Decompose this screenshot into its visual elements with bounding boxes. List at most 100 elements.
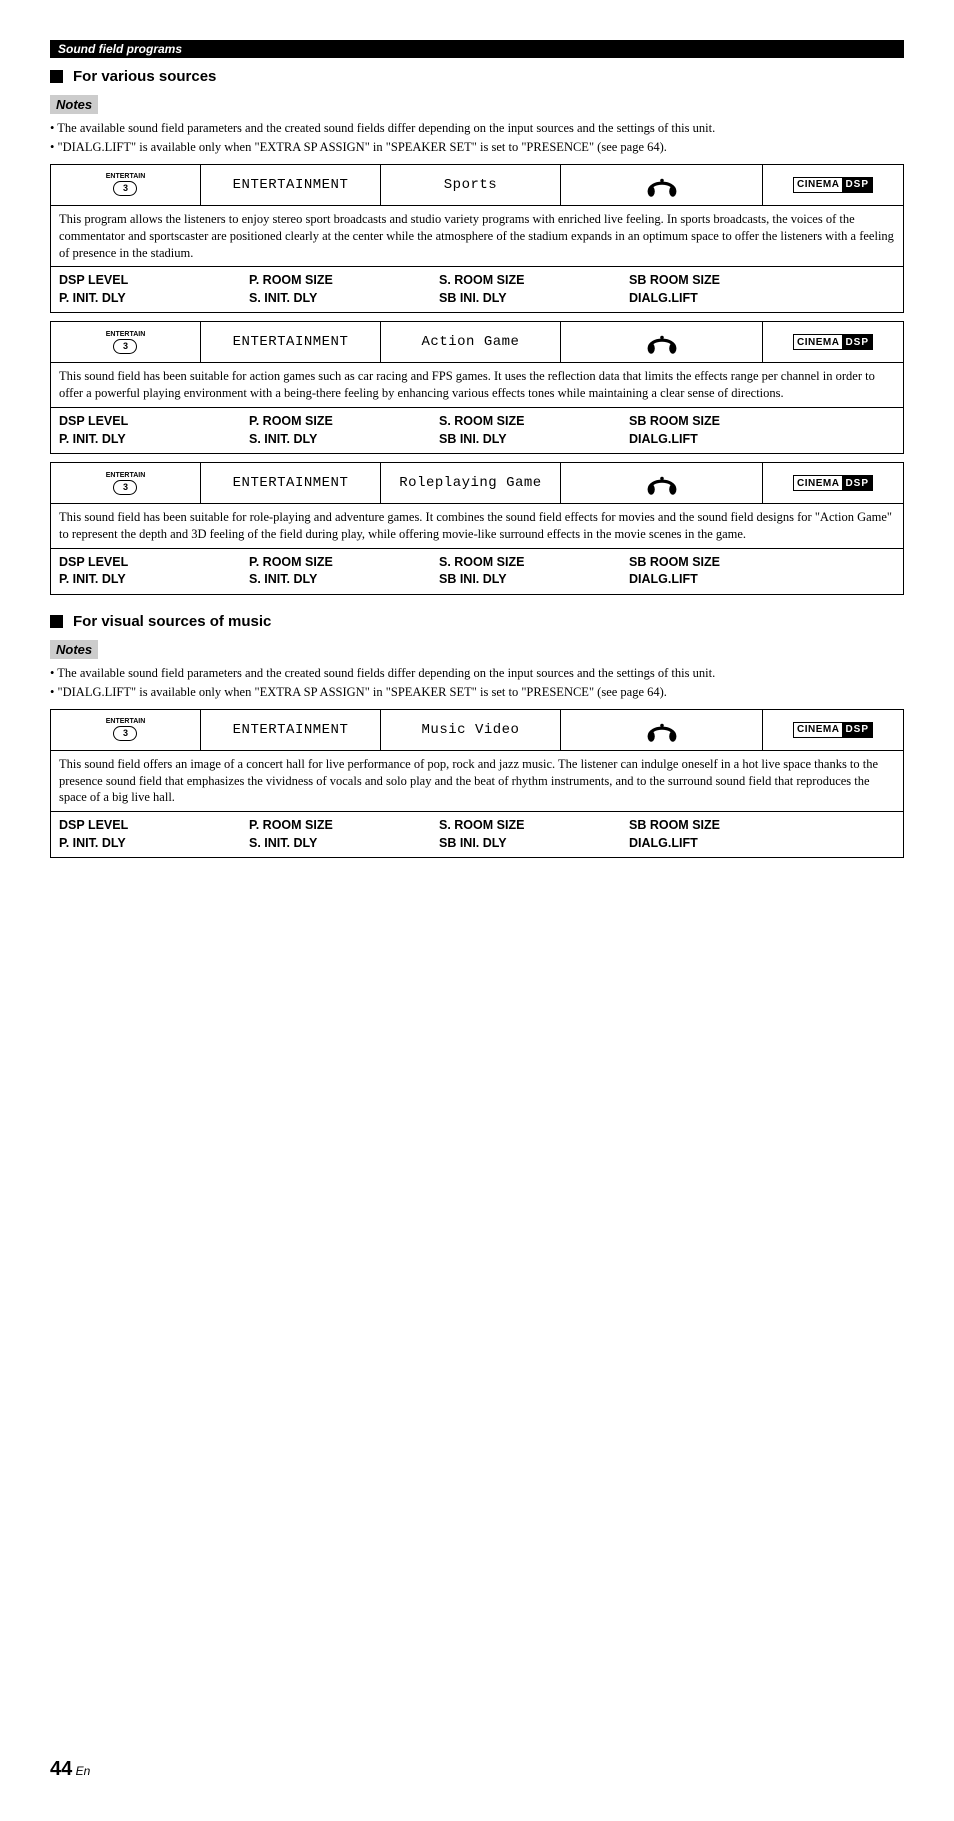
param-label: SB INI. DLY xyxy=(439,571,629,589)
page-suffix: En xyxy=(72,1764,90,1778)
page-number: 44 xyxy=(50,1758,72,1780)
headphone-cell xyxy=(561,322,763,362)
note-text: • The available sound field parameters a… xyxy=(50,665,904,682)
section-title-text: For various sources xyxy=(73,68,216,85)
entertain-number: 3 xyxy=(113,726,137,741)
entertain-number: 3 xyxy=(113,181,137,196)
bullet-square-icon xyxy=(50,615,63,628)
entertain-label: ENTERTAIN xyxy=(106,173,146,180)
entertain-label: ENTERTAIN xyxy=(106,472,146,479)
param-label: S. INIT. DLY xyxy=(249,431,439,449)
cinema-right: DSP xyxy=(842,476,872,490)
cinema-dsp-badge: CINEMADSP xyxy=(793,334,873,350)
block-header: ENTERTAIN3 ENTERTAINMENTRoleplaying Game C… xyxy=(51,463,903,504)
program-name-cell: Action Game xyxy=(381,322,561,362)
param-label: SB ROOM SIZE xyxy=(629,272,819,290)
block-description: This sound field has been suitable for a… xyxy=(51,363,903,408)
param-label: P. ROOM SIZE xyxy=(249,272,439,290)
headphone-icon xyxy=(644,716,680,744)
param-label: P. ROOM SIZE xyxy=(249,413,439,431)
param-label: SB INI. DLY xyxy=(439,431,629,449)
block-description: This sound field offers an image of a co… xyxy=(51,751,903,813)
param-label: DSP LEVEL xyxy=(59,413,249,431)
block-header: ENTERTAIN3ENTERTAINMENTAction GameCINEMA… xyxy=(51,322,903,363)
program-block: ENTERTAIN3ENTERTAINMENTAction GameCINEMA… xyxy=(50,321,904,454)
page-footer: 44 En xyxy=(50,1758,904,1781)
notes-label: Notes xyxy=(50,95,98,114)
cinema-dsp-badge: CINEMADSP xyxy=(793,722,873,738)
block-header: ENTERTAIN3ENTERTAINMENTSportsCINEMADSP xyxy=(51,165,903,206)
program-block: ENTERTAIN3 ENTERTAINMENTRoleplaying Game C… xyxy=(50,462,904,595)
param-label: S. INIT. DLY xyxy=(249,835,439,853)
cinema-cell: CINEMADSP xyxy=(763,463,903,503)
note-text: • "DIALG.LIFT" is available only when "E… xyxy=(50,139,904,156)
param-label: DIALG.LIFT xyxy=(629,431,819,449)
header-bar-text: Sound field programs xyxy=(50,42,190,56)
note-text: • The available sound field parameters a… xyxy=(50,120,904,137)
block-params: DSP LEVELP. INIT. DLYP. ROOM SIZES. INIT… xyxy=(51,812,903,857)
cinema-dsp-badge: CINEMADSP xyxy=(793,475,873,491)
param-label: DIALG.LIFT xyxy=(629,290,819,308)
entertain-number: 3 xyxy=(113,339,137,354)
entertain-cell: ENTERTAIN3 xyxy=(51,165,201,205)
block-description: This program allows the listeners to enj… xyxy=(51,206,903,268)
category-cell: ENTERTAINMENT xyxy=(201,165,381,205)
section-title: For visual sources of music xyxy=(50,613,904,630)
entertain-cell: ENTERTAIN3 xyxy=(51,322,201,362)
cinema-right: DSP xyxy=(842,178,872,192)
entertain-number: 3 xyxy=(113,480,137,495)
headphone-cell xyxy=(561,710,763,750)
param-label: S. INIT. DLY xyxy=(249,290,439,308)
cinema-left: CINEMA xyxy=(794,724,842,735)
program-name-cell: Sports xyxy=(381,165,561,205)
block-params: DSP LEVELP. INIT. DLYP. ROOM SIZES. INIT… xyxy=(51,267,903,312)
param-label: S. INIT. DLY xyxy=(249,571,439,589)
param-label: P. INIT. DLY xyxy=(59,431,249,449)
param-label: SB INI. DLY xyxy=(439,290,629,308)
cinema-right: DSP xyxy=(842,335,872,349)
param-label: P. INIT. DLY xyxy=(59,571,249,589)
note-text: • "DIALG.LIFT" is available only when "E… xyxy=(50,684,904,701)
category-cell: ENTERTAINMENT xyxy=(201,322,381,362)
header-bar: Sound field programs xyxy=(50,40,904,58)
cinema-left: CINEMA xyxy=(794,478,842,489)
param-label: S. ROOM SIZE xyxy=(439,413,629,431)
block-description: This sound field has been suitable for r… xyxy=(51,504,903,549)
cinema-cell: CINEMADSP xyxy=(763,710,903,750)
entertain-label: ENTERTAIN xyxy=(106,331,146,338)
program-block: ENTERTAIN3ENTERTAINMENTMusic VideoCINEMA… xyxy=(50,709,904,859)
param-label: SB ROOM SIZE xyxy=(629,817,819,835)
param-label: S. ROOM SIZE xyxy=(439,817,629,835)
cinema-cell: CINEMADSP xyxy=(763,322,903,362)
param-label: P. ROOM SIZE xyxy=(249,554,439,572)
headphone-icon xyxy=(644,171,680,199)
param-label: S. ROOM SIZE xyxy=(439,554,629,572)
param-label: S. ROOM SIZE xyxy=(439,272,629,290)
program-block: ENTERTAIN3ENTERTAINMENTSportsCINEMADSPTh… xyxy=(50,164,904,314)
param-label: DIALG.LIFT xyxy=(629,571,819,589)
param-label: P. ROOM SIZE xyxy=(249,817,439,835)
cinema-right: DSP xyxy=(842,723,872,737)
block-params: DSP LEVELP. INIT. DLYP. ROOM SIZES. INIT… xyxy=(51,549,903,594)
section-title: For various sources xyxy=(50,68,904,85)
headphone-icon xyxy=(644,328,680,356)
param-label: DSP LEVEL xyxy=(59,817,249,835)
headphone-icon xyxy=(644,469,680,497)
bullet-square-icon xyxy=(50,70,63,83)
param-label: P. INIT. DLY xyxy=(59,835,249,853)
category-cell: ENTERTAINMENT xyxy=(201,710,381,750)
param-label: P. INIT. DLY xyxy=(59,290,249,308)
headphone-cell xyxy=(561,463,763,503)
block-params: DSP LEVELP. INIT. DLYP. ROOM SIZES. INIT… xyxy=(51,408,903,453)
program-name-cell: Music Video xyxy=(381,710,561,750)
param-label: DIALG.LIFT xyxy=(629,835,819,853)
notes-label: Notes xyxy=(50,640,98,659)
section-title-text: For visual sources of music xyxy=(73,613,271,630)
param-label: DSP LEVEL xyxy=(59,554,249,572)
category-cell: ENTERTAINMENT xyxy=(201,463,381,503)
param-label: SB ROOM SIZE xyxy=(629,554,819,572)
cinema-left: CINEMA xyxy=(794,179,842,190)
program-name-cell: Roleplaying Game xyxy=(381,463,561,503)
cinema-cell: CINEMADSP xyxy=(763,165,903,205)
param-label: SB INI. DLY xyxy=(439,835,629,853)
